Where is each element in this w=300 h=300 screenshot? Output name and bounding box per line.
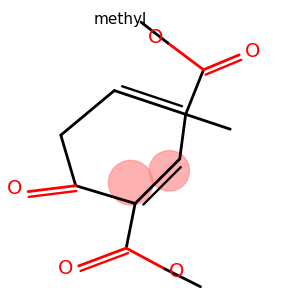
Text: O: O bbox=[58, 260, 73, 278]
Circle shape bbox=[108, 160, 153, 205]
Circle shape bbox=[149, 151, 190, 191]
Text: O: O bbox=[169, 262, 184, 281]
Text: O: O bbox=[245, 42, 260, 62]
Text: methyl: methyl bbox=[94, 12, 147, 27]
Text: O: O bbox=[7, 179, 22, 198]
Text: O: O bbox=[148, 28, 164, 46]
